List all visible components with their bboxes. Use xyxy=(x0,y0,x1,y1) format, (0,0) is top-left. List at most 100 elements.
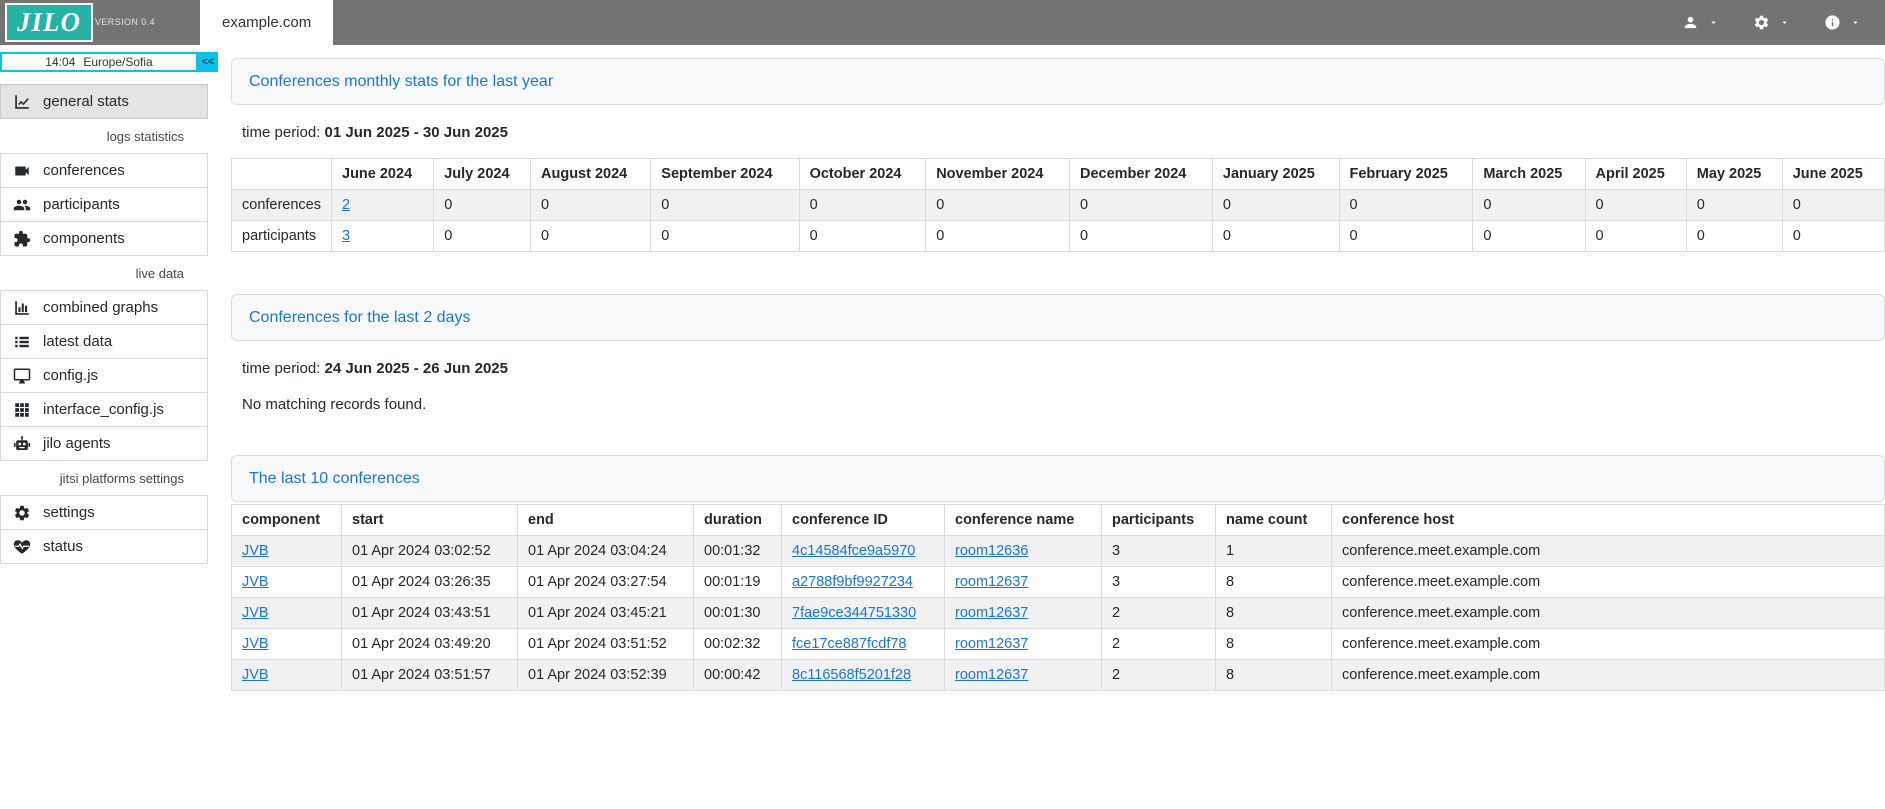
table-cell: 01 Apr 2024 03:02:52 xyxy=(341,535,518,567)
column-header: June 2025 xyxy=(1781,158,1885,190)
column-header: June 2024 xyxy=(330,158,435,190)
sidebar-item-interface-config-js[interactable]: interface_config.js xyxy=(0,392,208,427)
sidebar-item-conferences[interactable]: conferences xyxy=(0,153,208,188)
users-icon xyxy=(13,196,32,214)
sidebar-collapse-button[interactable]: << xyxy=(198,52,218,72)
column-header: July 2024 xyxy=(433,158,532,190)
table-cell-link[interactable]: JVB xyxy=(242,574,269,590)
table-cell-link[interactable]: 2 xyxy=(342,197,351,213)
platform-tab-label: example.com xyxy=(222,14,312,31)
table-row: JVB 01 Apr 2024 03:49:20 01 Apr 2024 03:51… xyxy=(231,628,1885,660)
sidebar-item-status[interactable]: status xyxy=(0,529,208,564)
video-camera-icon xyxy=(13,162,32,180)
table-cell: 0 xyxy=(1211,220,1340,252)
user-icon xyxy=(1682,14,1699,31)
table-cell: conference.meet.example.com xyxy=(1331,597,1885,629)
column-header: participants xyxy=(1101,504,1216,536)
table-cell: 00:02:32 xyxy=(693,628,782,660)
table-cell: 01 Apr 2024 03:27:54 xyxy=(517,566,694,598)
monthly-stats-title[interactable]: Conferences monthly stats for the last y… xyxy=(249,72,554,90)
last2days-title[interactable]: Conferences for the last 2 days xyxy=(249,308,471,326)
table-cell: 4c14584fce9a5970 xyxy=(781,535,945,567)
puzzle-piece-icon xyxy=(13,230,32,248)
table-cell: 3 xyxy=(330,220,435,252)
table-cell: 01 Apr 2024 03:45:21 xyxy=(517,597,694,629)
table-cell-link[interactable]: room12636 xyxy=(955,543,1029,559)
sidebar-section-label: logs statistics xyxy=(106,129,184,144)
sidebar-item-latest-data[interactable]: latest data xyxy=(0,324,208,359)
table-cell: conference.meet.example.com xyxy=(1331,659,1885,691)
table-cell-link[interactable]: a2788f9bf9927234 xyxy=(792,574,913,590)
column-header: April 2025 xyxy=(1584,158,1687,190)
sidebar-item-settings[interactable]: settings xyxy=(0,495,208,530)
info-icon xyxy=(1824,14,1841,31)
sidebar-item-label: status xyxy=(43,538,84,555)
table-cell-link[interactable]: room12637 xyxy=(955,636,1029,652)
sidebar-section-label: live data xyxy=(135,266,184,281)
table-cell-link[interactable]: JVB xyxy=(242,605,269,621)
table-cell: 0 xyxy=(798,220,927,252)
sidebar-item-participants[interactable]: participants xyxy=(0,187,208,222)
column-header: September 2024 xyxy=(650,158,800,190)
table-cell: 0 xyxy=(1338,189,1474,221)
table-cell: room12637 xyxy=(944,659,1102,691)
column-header: conference host xyxy=(1331,504,1885,536)
column-header: January 2025 xyxy=(1211,158,1340,190)
table-cell: 0 xyxy=(1781,220,1885,252)
column-header: conference ID xyxy=(781,504,945,536)
sidebar-item-jilo-agents[interactable]: jilo agents xyxy=(0,426,208,461)
table-header-row: June 2024 July 2024 August 2024 September 2… xyxy=(231,158,1885,190)
table-cell-link[interactable]: 3 xyxy=(342,228,351,244)
sidebar: 14:04 Europe/Sofia << general stats logs … xyxy=(0,45,218,564)
table-cell: 8 xyxy=(1215,566,1332,598)
monitor-icon xyxy=(13,367,32,385)
sidebar-item-combined-graphs[interactable]: combined graphs xyxy=(0,290,208,325)
user-menu[interactable] xyxy=(1682,14,1719,31)
clock-time: 14:04 xyxy=(45,55,76,69)
table-cell: JVB xyxy=(231,628,342,660)
sidebar-item-label: general stats xyxy=(43,93,129,110)
settings-menu[interactable] xyxy=(1753,14,1790,31)
sidebar-item-components[interactable]: components xyxy=(0,221,208,256)
no-records-message: No matching records found. xyxy=(242,396,427,413)
table-cell-link[interactable]: fce17ce887fcdf78 xyxy=(792,636,907,652)
table-cell: 0 xyxy=(1068,220,1213,252)
info-menu[interactable] xyxy=(1824,14,1861,31)
table-cell-link[interactable]: 4c14584fce9a5970 xyxy=(792,543,916,559)
table-cell-link[interactable]: JVB xyxy=(242,667,269,683)
table-cell-link[interactable]: 7fae9ce344751330 xyxy=(792,605,917,621)
top-bar: JILO VERSION 0.4 example.com xyxy=(0,0,1885,45)
table-cell: 3 xyxy=(1101,566,1216,598)
table-cell: 0 xyxy=(530,220,652,252)
table-cell: 00:01:32 xyxy=(693,535,782,567)
table-row: JVB 01 Apr 2024 03:02:52 01 Apr 2024 03:04… xyxy=(231,535,1885,567)
table-cell-link[interactable]: JVB xyxy=(242,636,269,652)
column-header: November 2024 xyxy=(925,158,1070,190)
table-cell: 00:01:30 xyxy=(693,597,782,629)
column-header: end xyxy=(517,504,694,536)
table-cell: 2 xyxy=(1101,659,1216,691)
monthly-stats-card-header: Conferences monthly stats for the last y… xyxy=(231,58,1885,105)
sidebar-menu: general stats logs statistics conferences p… xyxy=(0,84,218,564)
column-header: start xyxy=(341,504,518,536)
list-icon xyxy=(13,333,32,351)
table-cell: 0 xyxy=(1211,189,1340,221)
table-row: JVB 01 Apr 2024 03:51:57 01 Apr 2024 03:52… xyxy=(231,659,1885,691)
table-cell: a2788f9bf9927234 xyxy=(781,566,945,598)
sidebar-item-general-stats[interactable]: general stats xyxy=(0,84,208,119)
table-cell-link[interactable]: 8c116568f5201f28 xyxy=(792,667,912,683)
last10-title[interactable]: The last 10 conferences xyxy=(249,469,420,487)
last10-conferences-table: component start end duration conference ID co… xyxy=(231,504,1885,691)
sidebar-item-config-js[interactable]: config.js xyxy=(0,358,208,393)
table-cell: 0 xyxy=(1338,220,1474,252)
table-cell-link[interactable]: room12637 xyxy=(955,605,1029,621)
app-logo[interactable]: JILO xyxy=(5,3,93,42)
caret-down-icon xyxy=(1708,17,1719,28)
table-cell-link[interactable]: JVB xyxy=(242,543,269,559)
table-cell-link[interactable]: room12637 xyxy=(955,574,1029,590)
table-cell: 0 xyxy=(1685,220,1783,252)
platform-tab[interactable]: example.com xyxy=(200,0,334,45)
table-cell-link[interactable]: room12637 xyxy=(955,667,1029,683)
column-header: February 2025 xyxy=(1338,158,1474,190)
table-row: JVB 01 Apr 2024 03:43:51 01 Apr 2024 03:45… xyxy=(231,597,1885,629)
